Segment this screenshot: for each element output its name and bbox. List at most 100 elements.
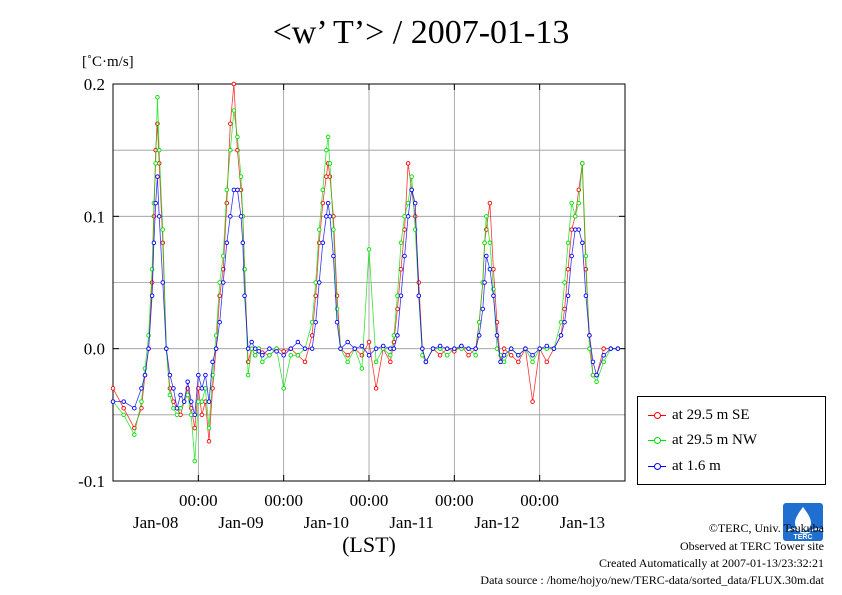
data-point xyxy=(501,353,507,358)
data-point xyxy=(380,343,386,349)
data-point xyxy=(274,349,279,354)
data-point xyxy=(580,161,585,166)
legend-marker-se xyxy=(648,408,666,422)
data-point xyxy=(352,346,358,351)
legend-label-nw: at 29.5 m NW xyxy=(672,431,757,448)
data-point xyxy=(160,227,166,232)
data-point xyxy=(281,353,286,358)
data-point xyxy=(430,346,436,351)
data-point xyxy=(206,399,212,404)
y-tick-label: 0.0 xyxy=(84,340,105,359)
y-tick-label: 0.1 xyxy=(84,207,105,226)
data-point xyxy=(281,349,286,354)
legend-label-1-6m: at 1.6 m xyxy=(672,457,721,474)
x-tick-label: 00:00 xyxy=(179,491,218,510)
data-point xyxy=(601,359,606,365)
data-point xyxy=(583,293,589,298)
data-point xyxy=(313,280,318,285)
data-point xyxy=(327,214,333,219)
data-point xyxy=(587,333,592,338)
data-point xyxy=(142,372,148,378)
y-tick-label: -0.1 xyxy=(78,472,105,491)
data-point xyxy=(206,439,212,444)
data-point xyxy=(334,306,340,312)
data-point xyxy=(544,343,550,349)
data-point xyxy=(156,161,162,166)
credit-created: Created Automatically at 2007-01-13/23:3… xyxy=(599,556,824,570)
data-point xyxy=(402,214,407,219)
data-point xyxy=(213,346,219,351)
data-point xyxy=(199,412,205,418)
data-point xyxy=(473,346,478,351)
data-point xyxy=(156,214,162,219)
data-point xyxy=(252,353,258,358)
data-point xyxy=(508,346,514,351)
data-point xyxy=(188,412,194,418)
data-point xyxy=(366,339,372,345)
data-point xyxy=(583,253,589,259)
data-point xyxy=(484,253,489,259)
data-point xyxy=(473,353,478,358)
data-point xyxy=(217,280,222,285)
data-point xyxy=(192,425,198,431)
data-point xyxy=(288,353,294,358)
data-point xyxy=(185,392,190,398)
data-point xyxy=(466,346,471,351)
data-point xyxy=(327,161,333,166)
data-point xyxy=(494,333,500,338)
data-point xyxy=(260,353,265,358)
data-point xyxy=(121,412,126,418)
data-point xyxy=(388,353,393,358)
data-point xyxy=(437,343,443,349)
data-point xyxy=(420,346,425,351)
data-point xyxy=(267,353,272,358)
data-point xyxy=(482,280,487,285)
data-point xyxy=(199,399,205,404)
data-point xyxy=(572,227,578,232)
legend-label-se: at 29.5 m SE xyxy=(672,406,750,423)
data-point xyxy=(359,343,365,349)
data-point xyxy=(338,346,343,351)
data-point xyxy=(178,392,183,398)
data-point xyxy=(388,359,393,365)
data-point xyxy=(615,346,621,351)
y-axis-unit-label: [˚C·m/s] xyxy=(82,54,134,70)
data-point xyxy=(139,399,144,404)
data-point xyxy=(302,346,308,351)
data-point xyxy=(391,333,397,338)
data-point xyxy=(146,346,151,351)
data-point xyxy=(316,227,322,232)
data-point xyxy=(537,346,542,351)
data-point xyxy=(402,253,407,259)
data-point xyxy=(444,353,450,358)
data-point xyxy=(487,267,493,272)
data-point xyxy=(235,134,240,140)
data-point xyxy=(160,280,166,285)
data-point xyxy=(228,147,233,153)
data-point xyxy=(345,359,350,365)
data-point xyxy=(188,399,194,404)
data-point xyxy=(167,372,173,378)
data-point xyxy=(530,353,535,358)
data-point xyxy=(594,379,599,385)
data-point xyxy=(313,319,318,325)
data-point xyxy=(551,346,557,351)
data-point xyxy=(245,346,251,351)
data-point xyxy=(217,319,222,325)
data-point xyxy=(132,432,137,437)
data-point xyxy=(139,386,144,391)
data-point xyxy=(171,386,176,391)
data-point xyxy=(325,200,331,206)
data-point xyxy=(409,187,414,193)
data-point xyxy=(171,405,176,411)
data-point xyxy=(331,253,336,259)
data-point xyxy=(153,200,158,206)
day-label: Jan-11 xyxy=(389,513,434,532)
data-point xyxy=(395,293,400,298)
data-point xyxy=(309,346,315,351)
series-line xyxy=(113,176,618,415)
series-line xyxy=(112,97,618,462)
data-point xyxy=(288,346,294,351)
data-point xyxy=(373,386,379,391)
